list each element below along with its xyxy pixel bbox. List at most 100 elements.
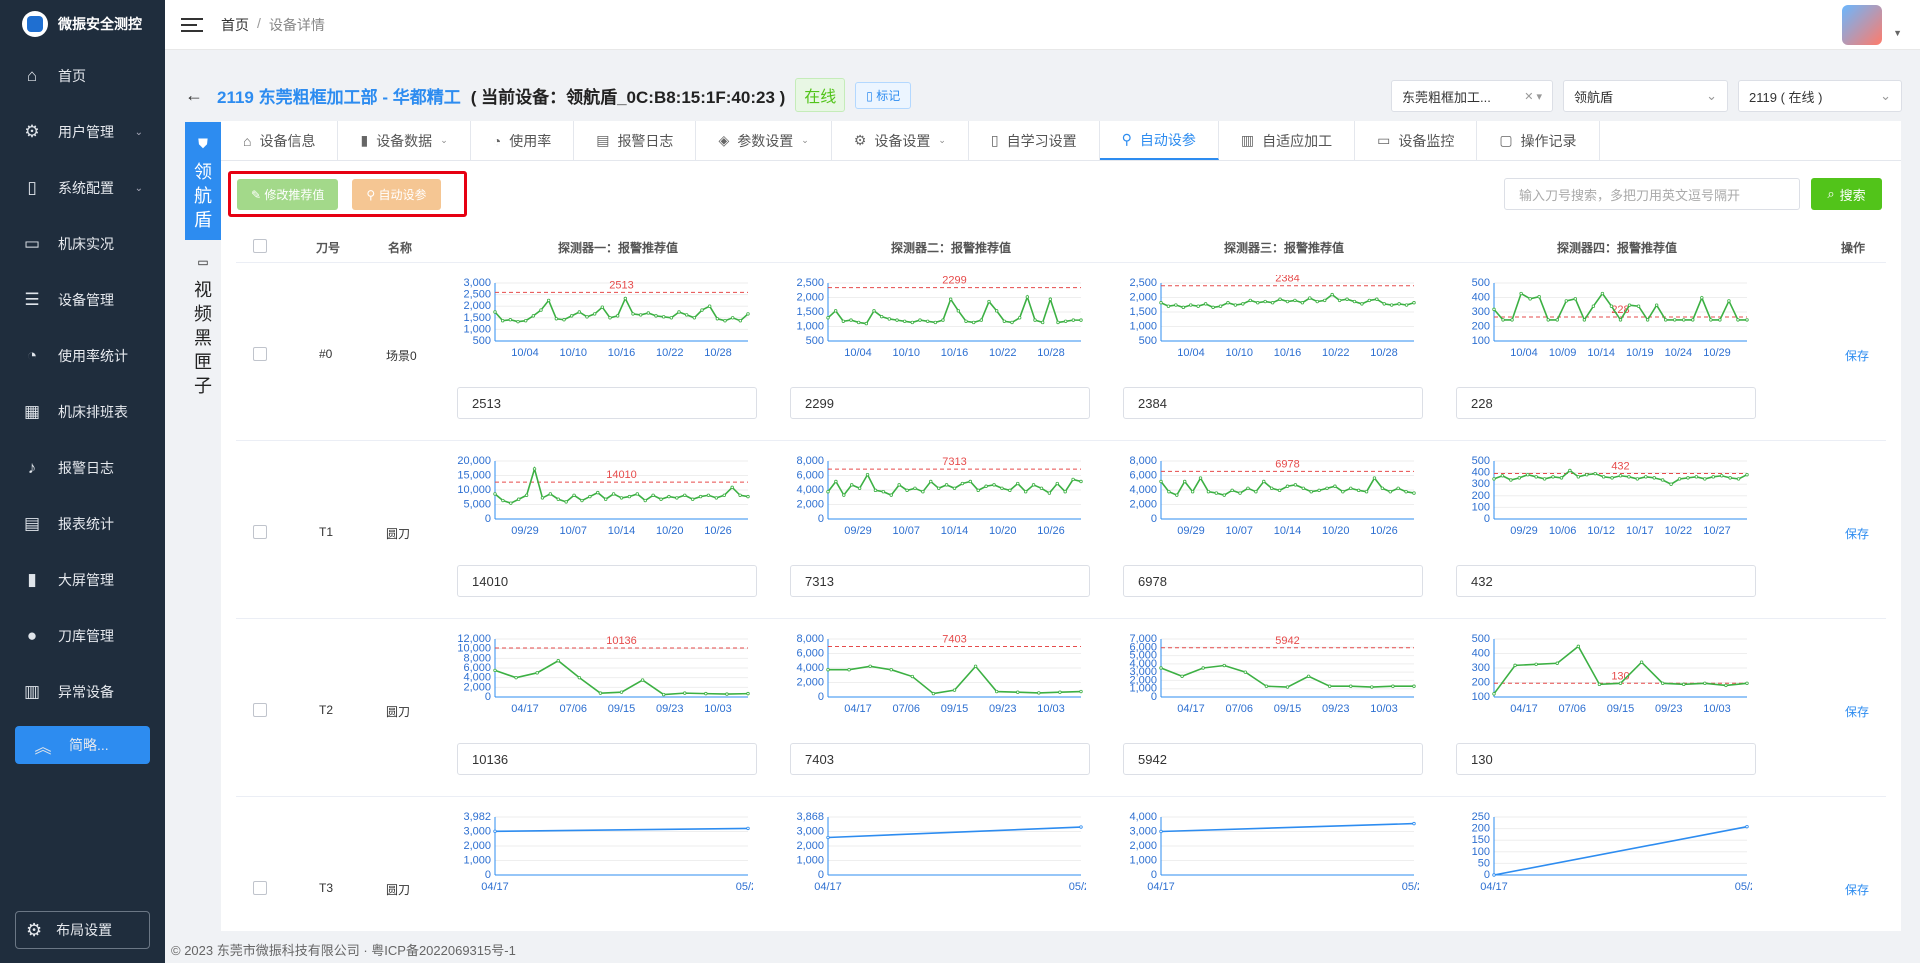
data-point bbox=[842, 493, 846, 497]
trend-chart: 20,000 15,000 10,000 5,000 0 09/29 10/07 10/14 1… bbox=[443, 453, 753, 553]
monitor-chart-icon: ▭ bbox=[23, 234, 41, 253]
tab-7[interactable]: ⚲ 自动设参 bbox=[1099, 121, 1219, 160]
breadcrumb-home[interactable]: 首页 bbox=[221, 16, 249, 33]
data-point bbox=[577, 310, 582, 314]
y-tick-label: 3,000 bbox=[1129, 666, 1157, 678]
save-link[interactable]: 保存 bbox=[1845, 705, 1870, 719]
data-point bbox=[1736, 318, 1740, 322]
data-point bbox=[1745, 824, 1749, 829]
trend-chart: 500 400 300 200 100 0 09/29 10/06 10/12 10/17 10/2… bbox=[1442, 453, 1752, 553]
chart-svg: 500 400 300 200 100 10/04 10/09 10/14 10/19 10/24… bbox=[1472, 277, 1749, 359]
vtab-linghangdun[interactable]: ⛊ 领航盾 bbox=[185, 122, 221, 240]
recommended-value-input[interactable]: 7313 bbox=[790, 565, 1090, 597]
data-point bbox=[546, 298, 551, 303]
sidebar-item-bigscreen[interactable]: ▮ 大屏管理 bbox=[0, 552, 165, 608]
avatar[interactable] bbox=[1842, 5, 1882, 45]
save-link[interactable]: 保存 bbox=[1845, 349, 1870, 363]
sidebar-item-alarms[interactable]: ♪ 报警日志 bbox=[0, 440, 165, 496]
sidebar-item-abnormal[interactable]: ▥ 异常设备 bbox=[23, 682, 114, 701]
select-all-checkbox[interactable] bbox=[253, 239, 267, 253]
tab-6[interactable]: ▯ 自学习设置 bbox=[969, 121, 1100, 160]
data-point bbox=[1063, 319, 1068, 323]
save-link[interactable]: 保存 bbox=[1845, 527, 1870, 541]
menu-toggle-icon[interactable] bbox=[181, 17, 203, 32]
tab-4[interactable]: ◈ 参数设置 ⌄ bbox=[696, 121, 832, 160]
edit-recommended-button[interactable]: ✎ 修改推荐值 bbox=[237, 178, 339, 210]
tab-1[interactable]: ▮ 设备数据 ⌄ bbox=[338, 121, 471, 160]
recommended-value-input[interactable]: 6978 bbox=[1123, 565, 1423, 597]
layout-settings-button[interactable]: ⚙ 布局设置 bbox=[15, 911, 150, 949]
recommended-value-input[interactable]: 14010 bbox=[457, 565, 757, 597]
x-tick-label: 09/29 bbox=[1177, 525, 1205, 537]
tool-search-input[interactable]: 输入刀号搜索，多把刀用英文逗号隔开 bbox=[1504, 178, 1800, 210]
tab-9[interactable]: ▭ 设备监控 bbox=[1355, 121, 1478, 160]
tab-10[interactable]: ▢ 操作记录 bbox=[1477, 121, 1600, 160]
recommended-value-input[interactable]: 7403 bbox=[790, 743, 1090, 775]
recommended-value-input[interactable]: 2299 bbox=[790, 387, 1090, 419]
data-point bbox=[1285, 484, 1290, 488]
device-type-select[interactable]: 领航盾 ⌄ bbox=[1563, 80, 1728, 112]
recommended-value-input[interactable]: 228 bbox=[1456, 387, 1756, 419]
data-point bbox=[1404, 490, 1408, 494]
home-icon: ⌂ bbox=[26, 66, 38, 85]
sidebar-item-live[interactable]: ▭ 机床实况 bbox=[23, 234, 114, 253]
back-arrow-icon[interactable]: ← bbox=[185, 84, 203, 105]
x-tick-label: 10/03 bbox=[1037, 703, 1065, 715]
sidebar-item-devices[interactable]: ☰ 设备管理 bbox=[0, 272, 165, 328]
row-checkbox[interactable] bbox=[253, 525, 267, 539]
data-point bbox=[971, 320, 976, 325]
collapse-button[interactable]: ︽ 简略... bbox=[15, 726, 150, 764]
tab-8[interactable]: ▥ 自适应加工 bbox=[1219, 121, 1356, 160]
tab-2[interactable]: ◔ 使用率 bbox=[471, 121, 575, 160]
x-tick-label: 10/26 bbox=[1037, 525, 1065, 537]
data-point bbox=[1356, 488, 1361, 493]
table-header: 刀号 名称 探测器一：报警推荐值 探测器二：报警推荐值 探测器三：报警推荐值 探… bbox=[236, 229, 1886, 263]
tab-5[interactable]: ⚙ 设备设置 ⌄ bbox=[832, 121, 969, 160]
recommended-value-input[interactable]: 2384 bbox=[1123, 387, 1423, 419]
save-link[interactable]: 保存 bbox=[1845, 883, 1870, 897]
data-point bbox=[746, 312, 750, 316]
auto-set-button[interactable]: ⚲ 自动设参 bbox=[352, 178, 441, 210]
data-point bbox=[881, 490, 886, 494]
recommended-value-input[interactable]: 2513 bbox=[457, 387, 757, 419]
sidebar-item-home[interactable]: ⌂ 首页 bbox=[0, 48, 165, 104]
recommended-value-input[interactable]: 432 bbox=[1456, 565, 1756, 597]
tab-0[interactable]: ⌂ 设备信息 bbox=[221, 121, 339, 160]
data-point bbox=[1278, 297, 1282, 301]
sidebar-item-toollib[interactable]: ● 刀库管理 bbox=[0, 608, 165, 664]
device-select[interactable]: 2119 ( 在线 ) ⌄ bbox=[1738, 80, 1902, 112]
y-tick-label: 0 bbox=[1484, 869, 1490, 881]
data-point bbox=[539, 308, 543, 312]
sidebar-item-schedule[interactable]: ▦ 机床排班表 bbox=[23, 402, 128, 421]
sidebar-item-config[interactable]: ▯ 系统配置 ⌄ bbox=[0, 160, 165, 216]
data-point bbox=[936, 486, 941, 490]
data-point bbox=[1391, 684, 1395, 688]
data-point bbox=[1256, 301, 1260, 305]
x-tick-label: 10/27 bbox=[1703, 525, 1731, 537]
tool-name: 圆刀 bbox=[386, 527, 411, 541]
caret-down-icon[interactable]: ▼ bbox=[1893, 28, 1902, 38]
y-tick-label: 1,000 bbox=[463, 855, 491, 867]
vtab-video-blackbox[interactable]: ▭ 视频黑匣子 bbox=[185, 250, 221, 398]
data-point bbox=[1644, 475, 1648, 479]
data-point bbox=[1079, 318, 1083, 322]
factory-select[interactable]: 东莞粗框加工... ✕ ▾ bbox=[1391, 80, 1553, 112]
row-checkbox[interactable] bbox=[253, 347, 267, 361]
search-button[interactable]: ⌕ 搜索 bbox=[1811, 178, 1882, 210]
video-icon: ▭ bbox=[1377, 132, 1391, 148]
row-checkbox[interactable] bbox=[253, 703, 267, 717]
y-tick-label: 100 bbox=[1472, 335, 1490, 347]
y-tick-label: 2,000 bbox=[796, 292, 824, 304]
data-point bbox=[1293, 483, 1298, 487]
recommended-value-input[interactable]: 130 bbox=[1456, 743, 1756, 775]
sidebar-item-users[interactable]: ⚙ 用户管理 ⌄ bbox=[0, 104, 165, 160]
recommended-value-input[interactable]: 10136 bbox=[457, 743, 757, 775]
sidebar-item-usage[interactable]: ◔ 使用率统计 bbox=[0, 328, 165, 384]
row-checkbox[interactable] bbox=[253, 881, 267, 895]
sidebar-item-reports[interactable]: ▤ 报表统计 bbox=[23, 514, 114, 533]
mark-button[interactable]: ▯ 标记 bbox=[855, 81, 912, 109]
tool-name: 场景0 bbox=[386, 349, 417, 363]
recommended-value-input[interactable]: 5942 bbox=[1123, 743, 1423, 775]
data-point bbox=[1325, 486, 1329, 490]
tab-3[interactable]: ▤ 报警日志 bbox=[574, 121, 697, 160]
